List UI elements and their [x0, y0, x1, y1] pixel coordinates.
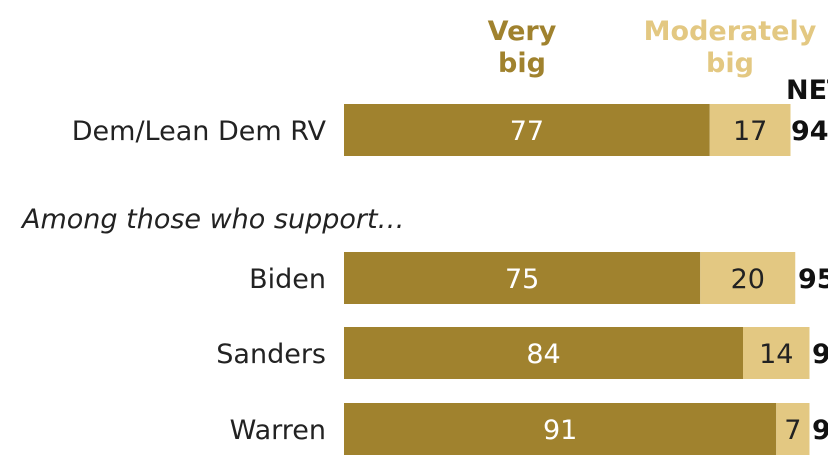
legend-very-big-line-2: big [498, 48, 546, 79]
bar-value-sanders-very-big: 84 [526, 339, 560, 370]
bar-value-sanders-moderately-big: 14 [759, 339, 793, 370]
net-value-sanders: 98 [812, 339, 828, 370]
bar-warren-very-big [344, 403, 777, 455]
legend-moderately-big-line-2: big [706, 48, 754, 79]
bar-value-warren-moderately-big: 7 [784, 415, 801, 446]
bar-value-biden-very-big: 75 [505, 264, 539, 295]
bar-value-warren-very-big: 91 [543, 415, 577, 446]
bar-sanders-moderately-big [743, 327, 810, 379]
net-value-biden: 95 [798, 264, 828, 295]
legend-moderately-big-line-1: Moderately [644, 16, 817, 47]
row-label-biden: Biden [249, 264, 326, 295]
bar-dem-lean-dem-rv-moderately-big [709, 104, 791, 156]
bar-sanders-very-big [344, 327, 743, 379]
legend-very-big-line-1: Very [488, 16, 557, 47]
net-value-dem-lean-dem-rv: 94 [791, 116, 828, 147]
row-label-warren: Warren [230, 415, 326, 446]
row-label-dem-lean-dem-rv: Dem/Lean Dem RV [72, 116, 327, 147]
bar-biden-very-big [344, 252, 701, 304]
section-label: Among those who support… [20, 204, 405, 235]
bar-value-dem-lean-dem-rv-moderately-big: 17 [733, 116, 767, 147]
bar-value-dem-lean-dem-rv-very-big: 77 [510, 116, 544, 147]
bar-warren-moderately-big [776, 403, 810, 455]
bar-value-biden-moderately-big: 20 [731, 264, 765, 295]
net-column-header: NET [786, 75, 828, 106]
row-label-sanders: Sanders [216, 339, 326, 370]
net-value-warren: 98 [812, 415, 828, 446]
chart-rows: Dem/Lean Dem RV 77 17 94 Biden 75 20 95 Sanders 8… [72, 104, 828, 455]
bar-biden-moderately-big [700, 252, 796, 304]
bar-dem-lean-dem-rv-very-big [344, 104, 710, 156]
